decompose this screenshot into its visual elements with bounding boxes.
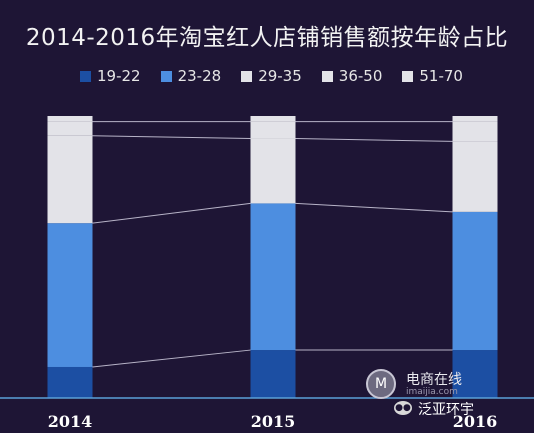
bar-segment-2016-51-70 [452, 116, 498, 122]
bar-segment-2015-51-70 [250, 116, 296, 122]
x-tick-label-2014: 2014 [48, 412, 93, 431]
bar-segment-2016-36-50 [452, 121, 498, 142]
legend-label-29-35: 29-35 [258, 67, 302, 85]
connector-line-29-35-2015 [295, 202, 453, 213]
legend-item-36-50: 36-50 [321, 67, 383, 85]
connector-line-29-35-2014 [92, 202, 251, 224]
bar-segment-2014-29-35 [47, 135, 93, 224]
legend-item-51-70: 51-70 [402, 67, 463, 85]
bar-segment-2015-23-28 [250, 203, 296, 351]
bar-segment-2016-23-28 [452, 211, 498, 351]
legend-swatch-51-70 [402, 70, 414, 82]
bar-segment-2014-36-50 [47, 121, 93, 136]
bar-segment-2015-19-22 [250, 350, 296, 398]
legend-label-51-70: 51-70 [419, 67, 463, 85]
bar-segment-2016-29-35 [452, 141, 498, 212]
legend-swatch-29-35 [241, 70, 253, 82]
brand-logo-icon: M [366, 369, 396, 399]
bar-segment-2014-23-28 [47, 223, 93, 367]
x-tick-label-2015: 2015 [251, 412, 296, 431]
connector-line-36-50-2015 [295, 138, 453, 142]
legend-label-19-22: 19-22 [97, 67, 141, 85]
bar-segment-2015-36-50 [250, 121, 296, 139]
bar-segment-2015-29-35 [250, 138, 296, 204]
bar-segment-2016-19-22 [452, 350, 498, 398]
x-tick-label-2016: 2016 [453, 412, 498, 431]
legend-label-36-50: 36-50 [338, 67, 383, 85]
legend-item-19-22: 19-22 [80, 67, 141, 85]
connector-line-23-28-2014 [92, 349, 251, 368]
watermark: M 电商在线 imaijia.com ●● 泛亚环宇 [366, 367, 516, 418]
legend-swatch-19-22 [80, 70, 91, 82]
legend-label-23-28: 23-28 [177, 67, 222, 85]
watermark-brand-name: 电商在线 [406, 372, 462, 388]
bar-segment-2014-19-22 [47, 366, 93, 398]
connector-line-36-50-2014 [92, 135, 251, 140]
watermark-url: imaijia.com [406, 387, 458, 397]
watermark-account: 泛亚环宇 [418, 402, 474, 418]
bar-segment-2014-51-70 [47, 116, 93, 122]
legend-swatch-36-50 [321, 70, 333, 82]
wechat-icon: ●● [394, 401, 412, 415]
legend-item-23-28: 23-28 [160, 67, 222, 85]
chart-legend: 19-22 23-28 29-35 36-50 51-70 [80, 66, 463, 86]
legend-swatch-23-28 [160, 70, 172, 82]
chart-title: 2014-2016年淘宝红人店铺销售额按年龄占比 [25, 25, 509, 51]
legend-item-29-35: 29-35 [241, 67, 302, 85]
